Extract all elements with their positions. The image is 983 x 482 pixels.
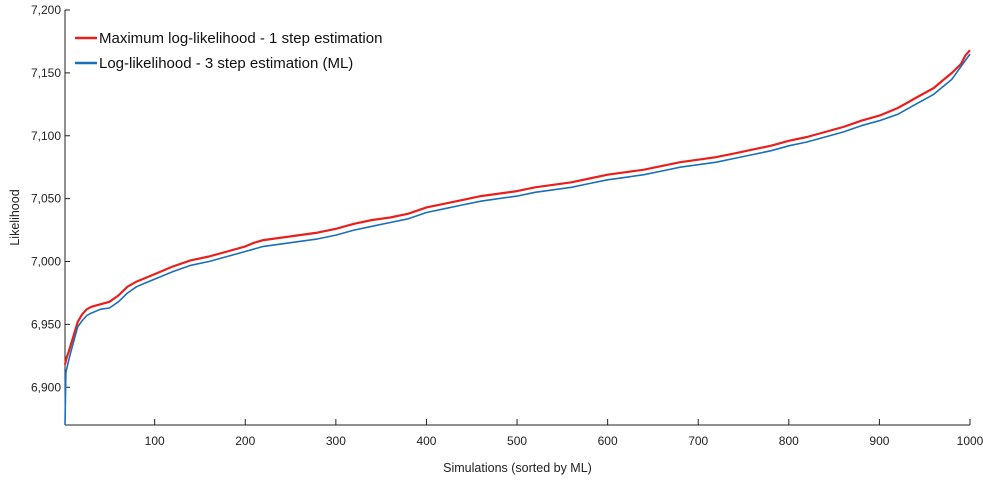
series-layer	[63, 49, 971, 426]
y-tick-label: 7,050	[31, 192, 61, 206]
x-tick-label: 500	[507, 434, 527, 448]
x-ticks: 100 200 300 400 500 600 700 800 900 1000	[145, 419, 983, 448]
x-tick-label: 1000	[957, 434, 983, 448]
legend: Maximum log-likelihood - 1 step estimati…	[75, 30, 382, 72]
x-tick-label: 900	[869, 434, 889, 448]
x-tick-label: 300	[326, 434, 346, 448]
y-tick-label: 7,100	[31, 129, 61, 143]
series-line-max-loglik	[63, 49, 971, 365]
series-line-3step-loglik	[64, 53, 971, 426]
y-ticks: 6,900 6,950 7,000 7,050 7,100 7,150 7,200	[31, 3, 70, 394]
x-tick-label: 100	[145, 434, 165, 448]
y-tick-label: 7,200	[31, 3, 61, 17]
y-tick-label: 6,900	[31, 380, 61, 394]
legend-label-3step-loglik: Log-likelihood - 3 step estimation (ML)	[99, 55, 353, 72]
y-tick-label: 7,150	[31, 66, 61, 80]
y-tick-label: 6,950	[31, 317, 61, 331]
x-tick-label: 200	[235, 434, 255, 448]
x-tick-label: 600	[598, 434, 618, 448]
x-tick-label: 700	[688, 434, 708, 448]
x-tick-label: 400	[416, 434, 436, 448]
x-axis-title: Simulations (sorted by ML)	[443, 461, 592, 475]
axes	[64, 10, 970, 426]
y-axis-title: Likelihood	[8, 189, 22, 245]
y-tick-label: 7,000	[31, 255, 61, 269]
legend-label-max-loglik: Maximum log-likelihood - 1 step estimati…	[99, 30, 382, 47]
x-tick-label: 800	[779, 434, 799, 448]
